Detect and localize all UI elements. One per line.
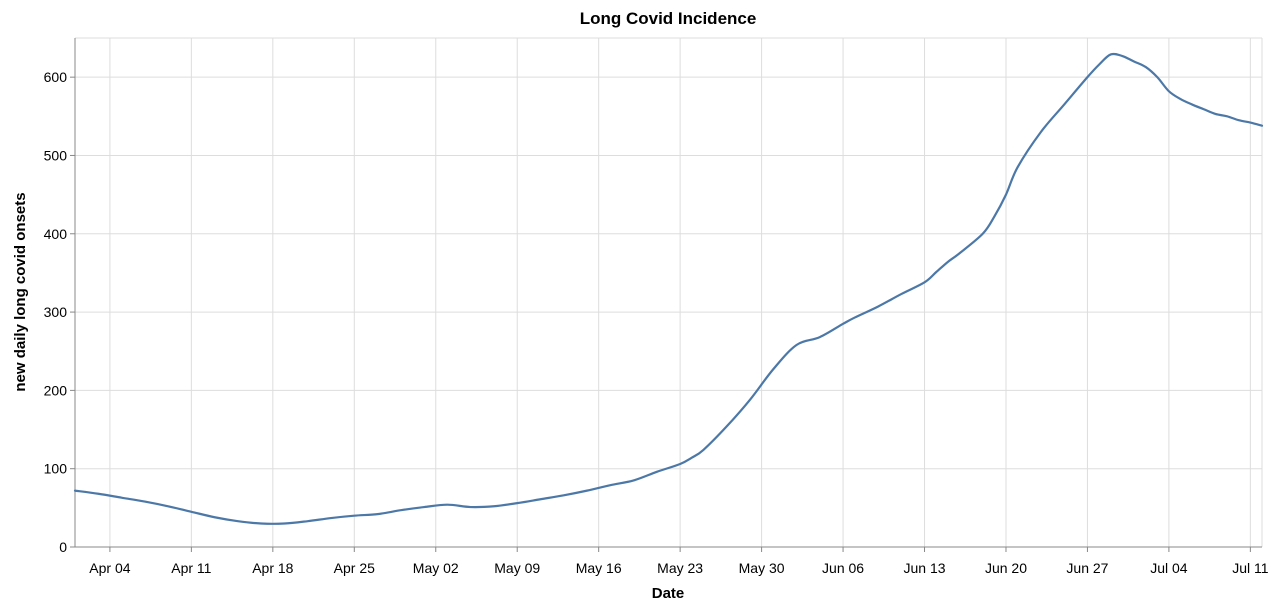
y-tick-label: 300 bbox=[44, 304, 68, 320]
x-tick-label: May 30 bbox=[739, 560, 785, 576]
x-tick-label: Apr 04 bbox=[89, 560, 130, 576]
x-axis-title: Date bbox=[652, 585, 685, 602]
y-axis-title: new daily long covid onsets bbox=[12, 192, 29, 391]
y-tick-label: 100 bbox=[44, 461, 68, 477]
y-tick-label: 600 bbox=[44, 69, 68, 85]
x-tick-label: May 16 bbox=[576, 560, 622, 576]
x-tick-label: Apr 11 bbox=[171, 560, 211, 576]
x-tick-label: Jul 11 bbox=[1232, 560, 1269, 576]
x-tick-label: Jul 04 bbox=[1150, 560, 1188, 576]
axes: 0 100 200 300 400 500 600 Apr 04 Apr 11 Apr 18 Apr… bbox=[44, 38, 1269, 576]
grid bbox=[74, 37, 1263, 548]
x-tick-label: Jun 20 bbox=[985, 560, 1027, 576]
x-tick-label: May 23 bbox=[657, 560, 703, 576]
x-tick-label: May 09 bbox=[494, 560, 540, 576]
x-tick-label: Jun 13 bbox=[903, 560, 945, 576]
x-tick-label: Apr 18 bbox=[252, 560, 293, 576]
x-tick-label: Apr 25 bbox=[334, 560, 375, 576]
x-tick-label: Jun 06 bbox=[822, 560, 864, 576]
y-tick-label: 0 bbox=[59, 539, 67, 555]
series-layer bbox=[73, 52, 1264, 525]
y-tick-label: 400 bbox=[44, 226, 68, 242]
x-tick-label: May 02 bbox=[413, 560, 459, 576]
x-tick-label: Jun 27 bbox=[1066, 560, 1108, 576]
series-line bbox=[73, 52, 1264, 525]
y-tick-label: 200 bbox=[44, 382, 68, 398]
y-tick-label: 500 bbox=[44, 147, 68, 163]
chart-title: Long Covid Incidence bbox=[580, 9, 757, 28]
